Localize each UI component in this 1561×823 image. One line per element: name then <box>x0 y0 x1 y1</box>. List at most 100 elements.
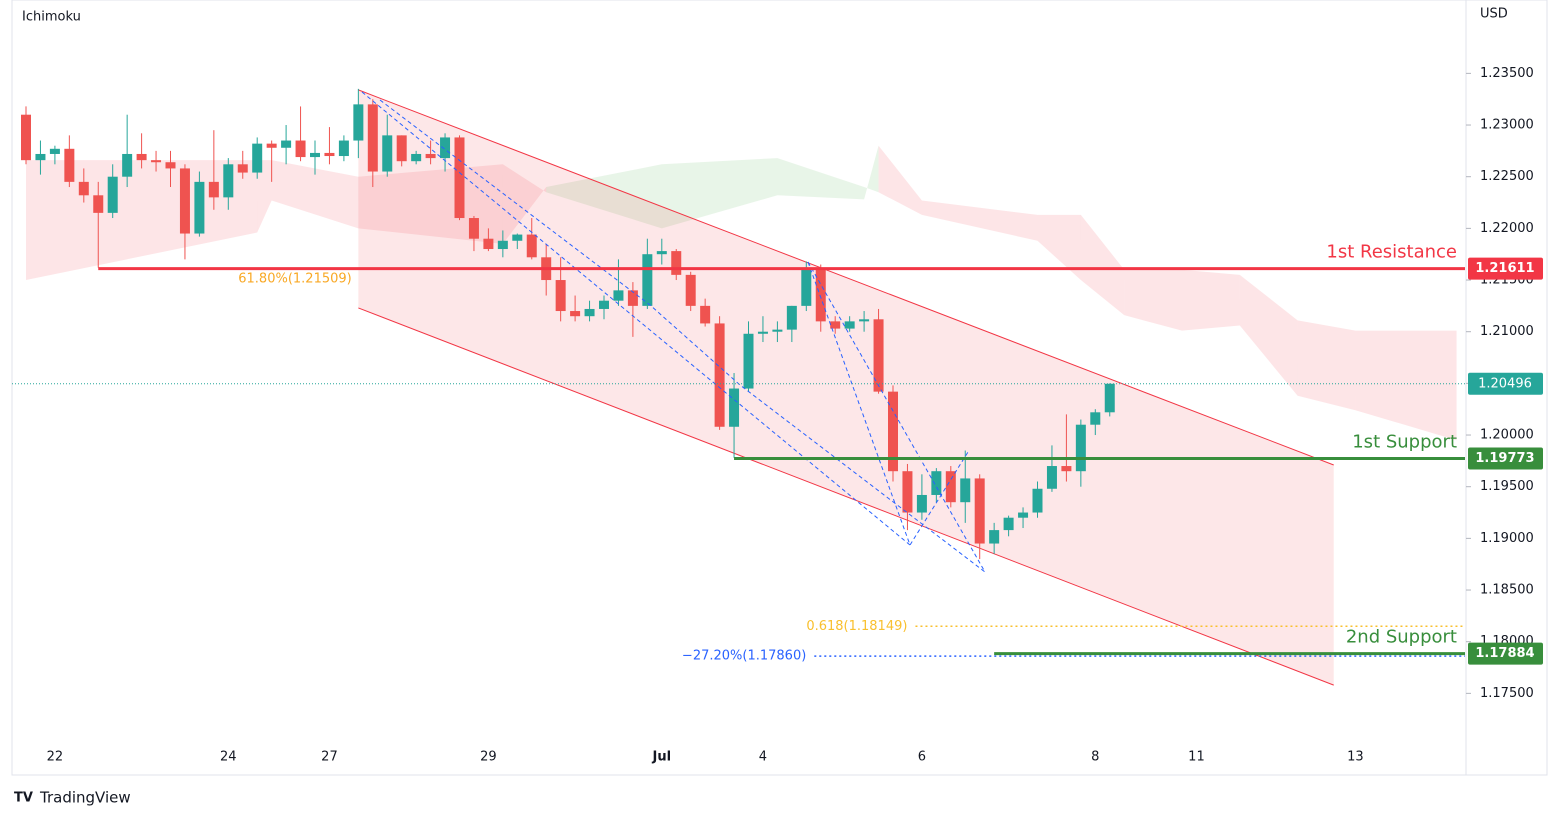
candle-body <box>382 135 393 172</box>
y-tick-label: 1.21000 <box>1480 324 1534 339</box>
candle-body <box>208 181 219 198</box>
candle-body <box>497 240 508 250</box>
candle-body <box>468 218 479 239</box>
logo: TV <box>14 791 33 806</box>
candle-body <box>1018 512 1029 518</box>
candle-body <box>743 333 754 389</box>
x-tick-label: 29 <box>480 750 497 765</box>
channel-line <box>358 89 1334 466</box>
candle-body <box>989 530 1000 544</box>
ichimoku-cloud <box>1297 320 1356 411</box>
level-name: 1st Support <box>1352 431 1457 452</box>
candle-body <box>729 388 740 427</box>
candle-body <box>627 290 638 306</box>
candle-body <box>425 153 436 159</box>
candle-body <box>1061 466 1072 472</box>
ichimoku-cloud <box>1080 214 1125 316</box>
ichimoku-cloud <box>864 145 879 200</box>
fib-path <box>807 261 986 573</box>
candle-body <box>613 290 624 301</box>
candle-body <box>801 269 812 306</box>
x-tick-label: 8 <box>1091 750 1099 765</box>
candle-body <box>815 269 826 322</box>
fib-label: −27.20%(1.17860) <box>682 649 806 664</box>
fib-paths <box>361 91 986 573</box>
x-tick-label: 4 <box>759 750 767 765</box>
level-price-box <box>1468 257 1543 280</box>
candle-body <box>1032 488 1043 513</box>
fib-label: 0.618(1.18149) <box>806 619 907 634</box>
y-tick-label: 1.18500 <box>1480 583 1534 598</box>
y-tick-label: 1.22500 <box>1480 169 1534 184</box>
x-tick-label: Jul <box>652 750 672 765</box>
candle-body <box>757 331 768 334</box>
candle-body <box>454 137 465 219</box>
last-price-box <box>1468 372 1543 395</box>
candle-body <box>931 471 942 495</box>
level-name: 1st Resistance <box>1326 242 1457 263</box>
candle-body <box>223 164 234 198</box>
candle-body <box>700 305 711 324</box>
candle-body <box>902 471 913 513</box>
candle-body <box>338 140 349 157</box>
indicator-label: Ichimoku <box>22 10 81 25</box>
candle-body <box>555 280 566 312</box>
candle-body <box>35 153 46 161</box>
candle-body <box>830 321 841 329</box>
fib-label: 61.80%(1.21509) <box>238 272 351 287</box>
x-tick-label: 13 <box>1347 750 1364 765</box>
candle-body <box>599 300 609 309</box>
candle-body <box>512 234 523 241</box>
x-tick-label: 22 <box>47 750 64 765</box>
candle-body <box>165 162 176 169</box>
ichimoku-cloud <box>777 158 865 200</box>
candle-body <box>570 311 581 317</box>
channel-line <box>358 307 1334 686</box>
channel-fill <box>358 89 1334 686</box>
candle-body <box>353 104 364 141</box>
candle-body <box>237 164 248 173</box>
candle-body <box>786 305 797 330</box>
candle-body <box>1090 412 1101 425</box>
candle-body <box>194 181 205 234</box>
candle-body <box>526 234 537 258</box>
y-tick-label: 1.23500 <box>1480 66 1534 81</box>
plot <box>21 88 1457 686</box>
candle-body <box>179 168 190 234</box>
y-tick-label: 1.20000 <box>1480 428 1534 443</box>
x-tick-label: 6 <box>918 750 926 765</box>
candle-body <box>1075 424 1086 472</box>
candle-body <box>295 140 306 158</box>
ichimoku-cloud <box>1239 274 1298 396</box>
candle-body <box>714 323 725 427</box>
ichimoku-cloud <box>502 164 547 244</box>
candle-body <box>888 391 898 472</box>
level-price: 1.21611 <box>1475 261 1534 276</box>
ichimoku-cloud <box>257 160 272 233</box>
brand: TradingView <box>39 789 131 807</box>
candle-body <box>1046 466 1057 489</box>
candle-body <box>136 153 147 161</box>
candle-body <box>974 478 985 544</box>
level-price-box <box>1468 642 1543 665</box>
frame <box>11 0 1548 776</box>
candle-body <box>107 176 118 213</box>
candle-body <box>656 251 667 255</box>
level-price: 1.19773 <box>1475 451 1534 466</box>
candle-body <box>49 148 60 154</box>
ichimoku-cloud <box>878 145 922 215</box>
ichimoku-cloud <box>546 164 662 229</box>
candle-body <box>122 153 133 177</box>
candle-body <box>584 308 595 317</box>
candle-body <box>873 319 884 392</box>
candle-body <box>324 152 335 157</box>
candle-body <box>916 494 927 513</box>
candle-body <box>772 329 783 332</box>
y-tick-label: 1.19000 <box>1480 531 1534 546</box>
ichimoku-cloud <box>271 160 359 229</box>
level-name: 2nd Support <box>1346 627 1457 648</box>
y-tick-label: 1.19500 <box>1480 479 1534 494</box>
ichimoku-cloud <box>661 158 778 229</box>
candle-body <box>396 135 407 162</box>
